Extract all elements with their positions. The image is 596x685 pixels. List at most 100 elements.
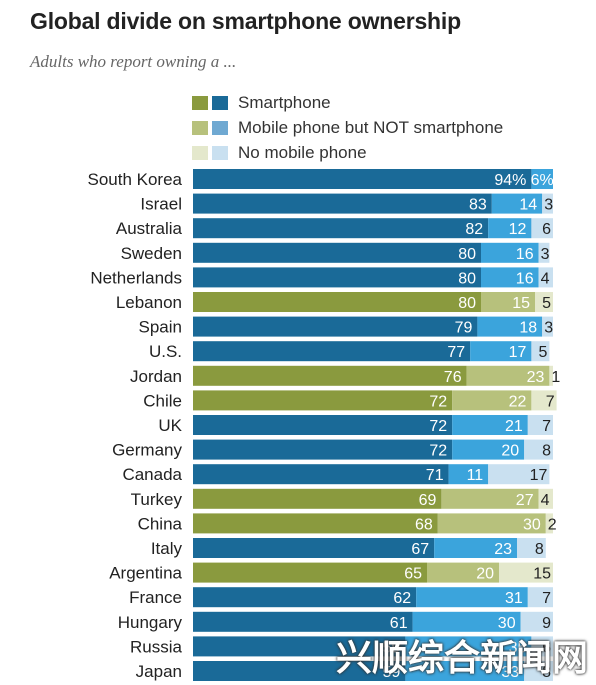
value-label: 65 — [404, 566, 422, 583]
bar-segment — [193, 464, 449, 485]
bar-segment — [531, 169, 553, 189]
value-label: 27 — [516, 492, 534, 509]
bar-segment — [549, 365, 553, 386]
bar-segment — [193, 661, 406, 681]
value-label: 18 — [519, 320, 537, 337]
category-label: China — [138, 514, 183, 533]
category-label: Spain — [139, 318, 182, 337]
bar-segment — [193, 513, 438, 534]
value-label: 80 — [458, 295, 476, 312]
value-label: 61 — [390, 615, 408, 632]
bar-segment — [531, 390, 557, 411]
value-label: 72 — [429, 418, 447, 435]
category-label: Netherlands — [90, 268, 182, 287]
legend-item-mobile: Mobile phone but NOT smartphone — [192, 115, 503, 140]
legend-label-mobile: Mobile phone but NOT smartphone — [238, 117, 504, 137]
legend-label-smartphone: Smartphone — [238, 92, 331, 112]
bar-segment — [452, 390, 532, 411]
chart-subtitle: Adults who report owning a ... — [30, 52, 237, 71]
bar-segment — [488, 218, 532, 239]
category-label: Argentina — [109, 564, 182, 583]
value-label: 7 — [546, 393, 555, 410]
value-label: 20 — [476, 566, 494, 583]
bar-segment — [531, 341, 550, 362]
value-label: 69 — [419, 492, 437, 509]
value-label: 71 — [426, 467, 444, 484]
bar-segment — [517, 538, 546, 558]
bar-segment — [193, 218, 489, 239]
value-label: 3 — [544, 320, 553, 337]
bar-segment — [538, 242, 550, 263]
bar-segment — [470, 341, 532, 362]
bar-segment — [527, 587, 553, 608]
bar-segment — [481, 267, 539, 288]
category-label: Italy — [151, 539, 183, 558]
category-label: UK — [158, 416, 182, 435]
bar-segment — [193, 169, 532, 189]
value-label: 8 — [542, 443, 551, 460]
legend-swatch-none-olive — [192, 145, 208, 160]
bar-segment — [412, 611, 521, 632]
value-label: 80 — [458, 246, 476, 263]
value-label: 6% — [531, 172, 554, 189]
category-label: Australia — [116, 219, 183, 238]
bar-segment — [193, 267, 481, 288]
bar-segment — [531, 636, 553, 657]
value-label: 72 — [429, 443, 447, 460]
value-label: 59 — [383, 664, 401, 681]
legend-swatch-none-blue — [212, 145, 228, 160]
legend-swatch-smartphone-blue — [212, 95, 228, 110]
category-label: Jordan — [130, 367, 182, 386]
value-label: 94% — [494, 172, 526, 189]
bar-segment — [405, 636, 532, 657]
value-label: 20 — [501, 443, 519, 460]
value-label: 80 — [458, 270, 476, 287]
category-label: Japan — [136, 662, 182, 681]
value-label: 17 — [509, 344, 527, 361]
bar-segment — [193, 587, 417, 608]
bar-segment — [193, 636, 406, 657]
value-label: 8 — [542, 664, 551, 681]
bar-segment — [452, 439, 525, 460]
value-label: 12 — [509, 221, 527, 238]
category-label: Sweden — [121, 244, 182, 263]
bar-segment — [542, 316, 553, 337]
bar-segment — [434, 538, 517, 558]
bar-segment — [545, 513, 553, 534]
watermark: 兴顺综合新闻网 — [335, 638, 588, 679]
legend: Smartphone Mobile phone but NOT smartpho… — [192, 90, 503, 165]
bar-segment — [448, 464, 489, 485]
value-label: 15 — [533, 566, 551, 583]
value-label: 11 — [467, 467, 484, 484]
value-label: 82 — [465, 221, 483, 238]
value-label: 15 — [512, 295, 530, 312]
category-label: South Korea — [87, 170, 182, 189]
category-label: Lebanon — [116, 293, 182, 312]
bar-segment — [193, 538, 435, 558]
category-label: Hungary — [118, 613, 183, 632]
chart-title: Global divide on smartphone ownership — [30, 8, 461, 34]
value-label: 8 — [535, 541, 544, 558]
category-label: Turkey — [131, 490, 183, 509]
bar-segment — [416, 587, 528, 608]
bar-segment — [193, 488, 442, 509]
value-label: 31 — [505, 590, 523, 607]
value-label: 17 — [530, 467, 548, 484]
legend-swatch-mobile-blue — [212, 120, 228, 135]
bar-segment — [452, 415, 528, 435]
category-label: France — [129, 588, 182, 607]
value-label: 16 — [516, 246, 534, 263]
bar-segment — [524, 661, 553, 681]
bar-segment — [441, 488, 539, 509]
value-label: 35 — [509, 639, 527, 656]
value-label: 30 — [498, 615, 516, 632]
bar-segment — [427, 562, 499, 583]
legend-item-none: No mobile phone — [192, 140, 503, 165]
value-label: 62 — [393, 590, 411, 607]
legend-swatch-smartphone-olive — [192, 95, 208, 110]
value-label: 72 — [429, 393, 447, 410]
bar-segment — [193, 562, 427, 583]
value-label: 1 — [551, 369, 560, 386]
category-label: Israel — [140, 195, 182, 214]
